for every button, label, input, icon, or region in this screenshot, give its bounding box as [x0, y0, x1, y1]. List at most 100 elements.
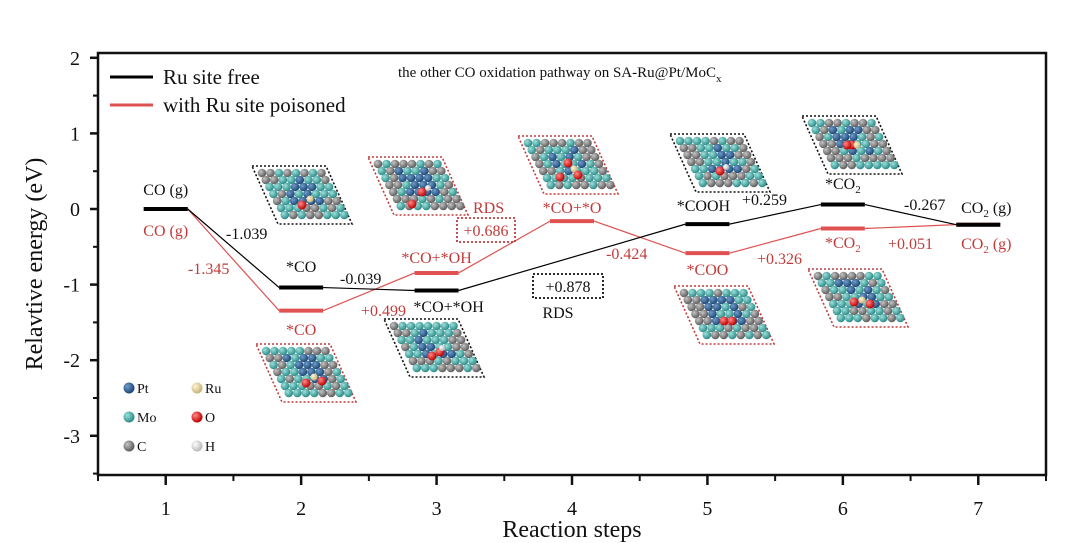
atom	[762, 330, 771, 340]
element-label-mo: Mo	[137, 411, 156, 426]
atom	[873, 146, 883, 156]
atom	[843, 278, 852, 288]
y-tick-label: 0	[70, 199, 80, 221]
atom	[405, 335, 415, 345]
atom	[421, 363, 430, 373]
atom	[407, 159, 417, 169]
atom	[847, 160, 857, 170]
atom	[413, 349, 423, 359]
atom	[846, 285, 856, 295]
atom	[311, 360, 321, 370]
atom	[420, 166, 429, 176]
atom	[830, 271, 840, 281]
unit-cell-outline	[668, 133, 772, 193]
unit-cell-outline	[254, 343, 358, 403]
atom	[320, 360, 329, 370]
x-tick-label: 1	[161, 498, 171, 520]
atom	[824, 118, 834, 128]
adsorbate-atom	[563, 158, 573, 168]
atom	[866, 132, 875, 142]
atom	[879, 313, 888, 323]
atom	[830, 160, 840, 170]
atom	[456, 335, 466, 345]
atom	[265, 353, 275, 363]
atom	[829, 285, 839, 295]
atom	[531, 152, 540, 162]
atom	[758, 323, 767, 333]
atom	[269, 189, 278, 199]
atom	[702, 330, 712, 340]
atom	[724, 178, 733, 188]
atom	[282, 182, 291, 192]
atom	[700, 295, 710, 305]
atom	[290, 367, 299, 377]
atom	[828, 299, 838, 309]
state-label-ru-site-poisoned: *CO2	[825, 235, 861, 255]
atom	[439, 187, 449, 197]
atom	[320, 189, 329, 199]
atom	[527, 145, 537, 155]
atom	[327, 388, 336, 398]
atom	[570, 145, 579, 155]
atom	[287, 175, 296, 185]
atom	[463, 363, 473, 373]
y-tick-label: -1	[63, 275, 80, 297]
atom	[828, 125, 838, 135]
atom	[405, 187, 415, 197]
adsorbate-atom	[417, 187, 427, 197]
atom	[295, 175, 305, 185]
atom	[423, 173, 433, 183]
atom	[708, 150, 718, 160]
atom	[281, 196, 291, 206]
atom	[742, 309, 751, 319]
atom	[826, 153, 836, 163]
atom	[857, 132, 867, 142]
x-tick-label: 4	[567, 498, 577, 520]
atom	[577, 159, 587, 169]
adsorption-structure-image	[668, 133, 772, 193]
atom	[404, 349, 414, 359]
legend: Ru site free with Ru site poisoned	[110, 65, 346, 117]
atom	[734, 150, 743, 160]
connector-ru-site-free	[323, 286, 415, 292]
atom	[881, 160, 891, 170]
atom	[316, 353, 326, 363]
atom	[602, 173, 611, 183]
x-tick-label: 3	[432, 498, 442, 520]
atom	[389, 321, 399, 331]
atom	[716, 309, 726, 319]
atom	[867, 118, 876, 128]
rds-label-ru-site-free: RDS	[542, 305, 573, 322]
atom	[306, 210, 315, 220]
atom	[730, 288, 740, 298]
adsorption-structure-image	[806, 268, 910, 328]
atom	[874, 132, 884, 142]
atom	[542, 173, 552, 183]
atom	[281, 367, 291, 377]
atom	[300, 168, 309, 178]
atom	[880, 285, 890, 295]
atom	[563, 180, 573, 190]
unit-cell-outline	[672, 285, 776, 345]
atom	[314, 210, 324, 220]
atom	[399, 159, 408, 169]
atom	[698, 178, 708, 188]
atom	[729, 302, 739, 312]
atom	[335, 388, 345, 398]
x-tick-label: 6	[838, 498, 848, 520]
atom	[831, 146, 840, 156]
atom	[431, 187, 441, 197]
atom	[696, 288, 706, 298]
atom	[392, 194, 402, 204]
atom	[858, 118, 868, 128]
element-swatch-o	[191, 411, 203, 423]
atom	[436, 180, 445, 190]
atom	[834, 278, 844, 288]
adsorbate-atom	[727, 316, 737, 326]
atom	[754, 316, 763, 326]
atom	[750, 309, 760, 319]
structures-layer	[250, 115, 910, 403]
atom	[285, 203, 294, 213]
atom	[455, 363, 464, 373]
atom	[291, 168, 301, 178]
